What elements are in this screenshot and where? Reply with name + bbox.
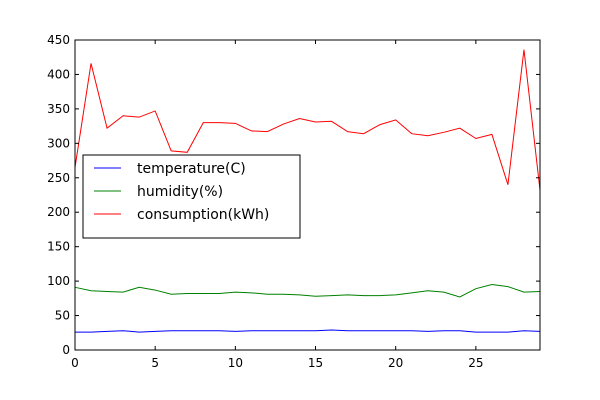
- series-line-0: [75, 329, 541, 333]
- y-tick-label: 50: [55, 309, 70, 323]
- x-tick-label: 15: [308, 356, 323, 370]
- y-tick-label: 450: [47, 33, 70, 47]
- y-tick-label: 150: [47, 240, 70, 254]
- x-tick-label: 10: [228, 356, 243, 370]
- legend-label-1: humidity(%): [137, 184, 223, 200]
- legend-label-0: temperature(C): [137, 161, 246, 177]
- y-tick-label: 300: [47, 136, 70, 150]
- y-tick-label: 200: [47, 205, 70, 219]
- y-tick-label: 250: [47, 171, 70, 185]
- y-tick-label: 0: [62, 343, 70, 357]
- x-tick-label: 0: [71, 356, 79, 370]
- x-tick-label: 5: [151, 356, 159, 370]
- x-tick-label: 20: [388, 356, 403, 370]
- x-tick-label: 25: [468, 356, 483, 370]
- series-line-1: [74, 284, 541, 298]
- plot-frame: [74, 39, 541, 351]
- y-tick-label: 350: [47, 102, 70, 116]
- series-layer: [74, 49, 541, 333]
- y-axis: 0 50 100 150 200 250 300 350 400 450: [47, 33, 540, 357]
- legend-label-2: consumption(kWh): [137, 207, 269, 223]
- legend-box: [82, 154, 301, 239]
- legend: temperature(C) humidity(%) consumption(kWh…: [82, 154, 301, 239]
- x-axis: 0 5 10 15 20 25: [71, 40, 484, 370]
- y-tick-label: 400: [47, 67, 70, 81]
- y-tick-label: 100: [47, 274, 70, 288]
- series-line-2: [74, 49, 541, 191]
